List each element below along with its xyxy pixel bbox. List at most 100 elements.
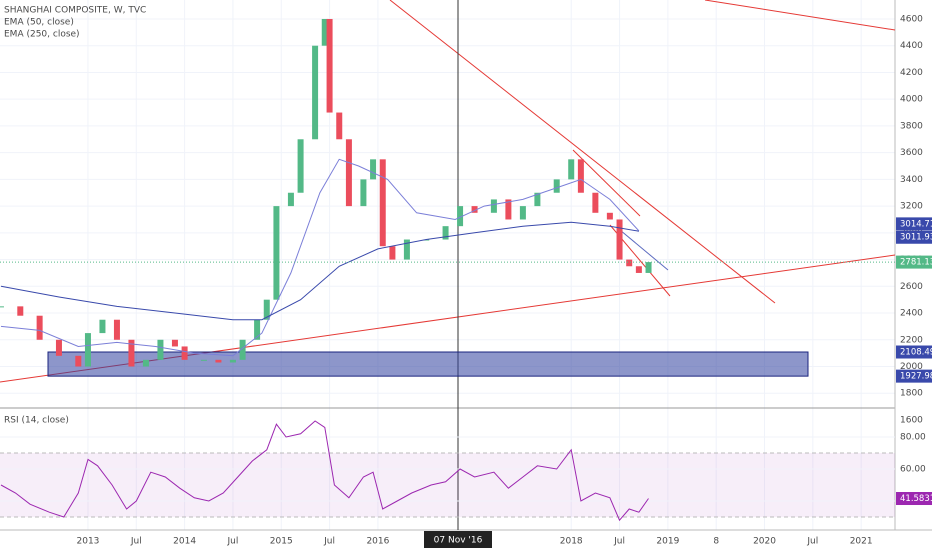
- candle: [616, 219, 623, 260]
- candle: [171, 339, 178, 347]
- y-tick-label: 80.00: [900, 433, 926, 443]
- y-tick-label: 1800: [900, 389, 923, 399]
- candle: [519, 206, 526, 220]
- candle: [229, 359, 236, 363]
- rsi-line: [0, 420, 649, 522]
- trend-line: [572, 149, 641, 217]
- candle: [312, 45, 319, 140]
- legend-entry: EMA (250, close): [4, 30, 80, 40]
- candle: [626, 259, 633, 267]
- candle: [157, 339, 164, 360]
- candle: [370, 159, 377, 180]
- candle: [287, 192, 294, 207]
- candle: [592, 192, 599, 213]
- y-tick-label: 3400: [900, 175, 923, 185]
- price-label: 3014.711: [900, 219, 932, 229]
- price-label: 1927.987: [900, 372, 932, 382]
- candle: [423, 239, 430, 241]
- x-tick-label: Jul: [323, 537, 335, 547]
- candle: [326, 18, 333, 113]
- candle: [239, 339, 246, 360]
- price-label-bg: [896, 345, 932, 359]
- candle: [336, 112, 343, 140]
- candle: [0, 306, 4, 308]
- candle: [99, 319, 106, 334]
- x-tick-label: 2013: [77, 537, 100, 547]
- x-tick-label: Jul: [130, 537, 142, 547]
- candle: [645, 262, 652, 273]
- y-tick-label: 60.00: [900, 465, 926, 475]
- x-tick-label: Jul: [806, 537, 818, 547]
- candle: [297, 139, 304, 193]
- trend-line: [704, 0, 896, 31]
- candle: [36, 315, 43, 340]
- candle: [568, 159, 575, 180]
- x-tick-label: 2015: [270, 537, 293, 547]
- candle: [273, 206, 280, 300]
- price-label: 2781.138: [900, 258, 932, 268]
- candle: [142, 359, 149, 367]
- price-label: 2108.494: [900, 348, 932, 358]
- y-tick-label: 3200: [900, 202, 923, 212]
- candle: [84, 333, 91, 367]
- y-tick-label: 3800: [900, 121, 923, 131]
- candle: [113, 319, 120, 340]
- candle: [457, 206, 464, 227]
- candle: [75, 355, 82, 367]
- rsi-label: 41.5831: [900, 494, 932, 504]
- legend-title: SHANGHAI COMPOSITE, W, TVC: [4, 6, 146, 16]
- ema-line: [0, 221, 639, 321]
- y-tick-label: 4200: [900, 68, 923, 78]
- x-tick-label: 2018: [560, 537, 583, 547]
- x-tick-label: 2021: [850, 537, 873, 547]
- y-tick-label: 2400: [900, 309, 923, 319]
- legend-entry: EMA (50, close): [4, 18, 74, 28]
- x-tick-label: 8: [713, 537, 719, 547]
- candle: [55, 339, 62, 356]
- candle: [200, 359, 207, 361]
- candle: [389, 246, 396, 260]
- x-tick-label: Jul: [613, 537, 625, 547]
- rsi-title: RSI (14, close): [4, 416, 69, 426]
- candle: [606, 212, 613, 220]
- y-tick-label: 3600: [900, 148, 923, 158]
- y-tick-label: 1600: [900, 415, 923, 425]
- candle: [360, 179, 367, 207]
- y-tick-label: 4000: [900, 95, 923, 105]
- price-label-bg: [896, 230, 932, 244]
- x-tick-label: Jul: [227, 537, 239, 547]
- y-tick-label: 4600: [900, 14, 923, 24]
- y-tick-label: 2600: [900, 282, 923, 292]
- candle: [553, 179, 560, 193]
- y-tick-label: 2000: [900, 362, 923, 372]
- y-tick-label: 2200: [900, 335, 923, 345]
- price-label-bg: [896, 255, 932, 269]
- rsi-band: [0, 453, 895, 518]
- price-label: 3011.933: [900, 233, 932, 243]
- candle: [505, 199, 512, 220]
- candle: [490, 199, 497, 213]
- candle: [471, 206, 478, 213]
- candle: [577, 159, 584, 193]
- x-tick-label: 2014: [173, 537, 196, 547]
- crosshair-label-bg: [424, 531, 492, 548]
- candle: [17, 306, 24, 316]
- candle: [254, 319, 261, 340]
- y-tick-label: 4400: [900, 41, 923, 51]
- trend-line: [389, 0, 776, 304]
- candle: [263, 299, 270, 320]
- candle: [534, 192, 541, 207]
- candle: [379, 159, 386, 247]
- x-tick-label: 2019: [656, 537, 679, 547]
- candle: [635, 266, 642, 273]
- price-label-bg: [896, 369, 932, 383]
- crosshair-label: 07 Nov '16: [434, 536, 483, 546]
- support-zone: [47, 351, 809, 377]
- x-tick-label: 2020: [753, 537, 776, 547]
- candle: [345, 139, 352, 207]
- candle: [215, 359, 222, 363]
- price-label-bg: [896, 217, 932, 231]
- candle: [442, 226, 449, 240]
